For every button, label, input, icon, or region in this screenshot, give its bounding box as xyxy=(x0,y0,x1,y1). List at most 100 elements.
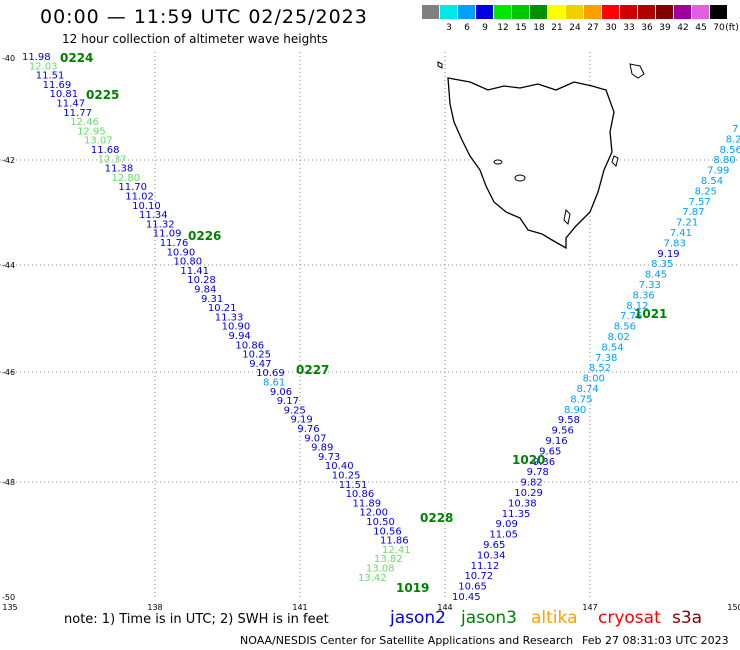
swh-value: 8.90 xyxy=(564,405,586,416)
legend-unit: (ft) xyxy=(725,23,739,33)
swh-value: 9.16 xyxy=(545,436,567,447)
swh-value: 9.06 xyxy=(270,387,292,398)
swh-value: 10.50 xyxy=(366,517,395,528)
legend-label: 15 xyxy=(515,23,527,33)
swh-value: 11.05 xyxy=(489,530,518,541)
swh-value: 10.69 xyxy=(256,368,285,379)
swh-value: 8.54 xyxy=(601,342,623,353)
swh-value: 12.46 xyxy=(70,117,99,128)
maria-island xyxy=(611,155,619,167)
legend-swatch xyxy=(566,5,583,19)
swh-value: 8.2 xyxy=(726,134,740,145)
swh-value: 10.38 xyxy=(508,498,537,509)
legend-swatch xyxy=(440,5,457,19)
swh-value: 12.03 xyxy=(29,61,58,72)
swh-value: 9.17 xyxy=(277,396,299,407)
legend-swatch xyxy=(710,5,727,19)
day-label: 0224 xyxy=(60,52,93,65)
swh-value: 9.65 xyxy=(483,540,505,551)
swh-value: 12.95 xyxy=(77,126,106,137)
swh-value: 10.90 xyxy=(222,322,251,333)
swh-value: 11.41 xyxy=(180,266,209,277)
swh-value: 8.75 xyxy=(570,394,592,405)
swh-value: 12.41 xyxy=(382,545,411,556)
track-east: 10.4510.6510.7211.1210.349.6511.059.0911… xyxy=(420,124,740,603)
day-label: 0228 xyxy=(420,511,453,525)
day-label: 1021 xyxy=(634,307,667,321)
swh-value: 13.07 xyxy=(84,136,113,147)
legend-swatch xyxy=(692,5,709,19)
swh-value: 11.34 xyxy=(139,210,168,221)
swh-value: 8.56 xyxy=(720,145,740,156)
legend-swatch xyxy=(620,5,637,19)
legend-label: 45 xyxy=(695,23,707,33)
swh-value: 7.87 xyxy=(682,207,704,218)
swh-value: 12.80 xyxy=(112,173,141,184)
swh-value: 8.25 xyxy=(695,186,717,197)
swh-value: 10.25 xyxy=(242,350,271,361)
satellite-name: cryosat xyxy=(598,608,661,628)
swh-value: 9.89 xyxy=(311,443,333,454)
tasmania-mainland xyxy=(447,77,615,250)
lon-label: 150 xyxy=(727,603,740,612)
legend-swatch xyxy=(494,5,511,19)
swh-value: 13.82 xyxy=(374,554,403,565)
swh-value: 10.56 xyxy=(373,526,402,537)
tasmania-coastline xyxy=(437,61,645,250)
swh-value: 12.00 xyxy=(359,508,388,519)
swh-value: 8.74 xyxy=(576,384,598,395)
swh-value: 11.09 xyxy=(153,229,182,240)
legend-label: 21 xyxy=(551,23,563,33)
swh-value: 9.56 xyxy=(552,426,574,437)
swh-value: 10.80 xyxy=(173,257,202,268)
lat-label: -50 xyxy=(2,593,15,602)
bruny-island xyxy=(563,208,571,226)
swh-value: 8.12 xyxy=(626,301,648,312)
swh-value: 13.42 xyxy=(358,573,387,584)
swh-value: 8.56 xyxy=(614,322,636,333)
legend-label: 33 xyxy=(623,23,635,33)
legend-label: 42 xyxy=(677,23,689,33)
wave-height-map: 11.9812.0311.5111.6910.8111.4711.7712.46… xyxy=(0,52,740,612)
swh-value: 11.33 xyxy=(215,312,244,323)
swh-value: 8.00 xyxy=(583,374,605,385)
swh-value: 10.81 xyxy=(50,89,79,100)
king-island xyxy=(437,61,443,69)
lat-label: -46 xyxy=(2,368,15,377)
swh-value: 12.37 xyxy=(98,154,127,165)
note-text: note: 1) Time is in UTC; 2) SWH is in fe… xyxy=(64,612,329,627)
satellite-name: s3a xyxy=(672,608,703,628)
swh-value: 9.58 xyxy=(558,415,580,426)
swh-value: 9.84 xyxy=(194,285,216,296)
legend-label: 18 xyxy=(533,23,545,33)
swh-value: 11.68 xyxy=(91,145,120,156)
swh-value: 10.72 xyxy=(464,571,493,582)
legend-swatch xyxy=(476,5,493,19)
swh-value: 9.47 xyxy=(249,359,271,370)
flinders-island xyxy=(629,63,645,79)
swh-value: 7.38 xyxy=(595,353,617,364)
satellite-name: jason3 xyxy=(461,608,517,628)
day-label: 1020 xyxy=(512,453,545,467)
legend-label: 70 xyxy=(713,23,725,33)
swh-value: 11.89 xyxy=(352,498,381,509)
lon-label: 138 xyxy=(147,603,162,612)
lon-label: 147 xyxy=(582,603,597,612)
legend-label: 27 xyxy=(587,23,599,33)
swh-value: 7.21 xyxy=(676,218,698,229)
swh-value: 9.19 xyxy=(291,415,313,426)
swh-value: 11.38 xyxy=(105,164,134,175)
legend-label: 39 xyxy=(659,23,671,33)
swh-value: 9.19 xyxy=(657,249,679,260)
swh-value: 8.36 xyxy=(632,290,654,301)
swh-value: 11.12 xyxy=(471,561,500,572)
swh-value: 7.99 xyxy=(707,166,729,177)
swh-value: 8.02 xyxy=(608,332,630,343)
swh-value: 7.33 xyxy=(639,280,661,291)
swh-value: 9.36 xyxy=(533,457,555,468)
swh-value: 10.65 xyxy=(458,582,487,593)
swh-value: 10.40 xyxy=(325,461,354,472)
swh-value: 9.73 xyxy=(318,452,340,463)
swh-value: 8.52 xyxy=(589,363,611,374)
